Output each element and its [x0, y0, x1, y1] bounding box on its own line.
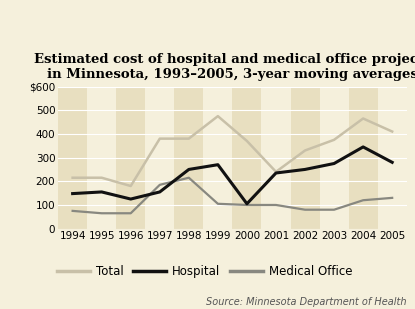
- Bar: [58, 87, 87, 229]
- Bar: [349, 87, 378, 229]
- Title: Estimated cost of hospital and medical office projects
in Minnesota, 1993–2005, : Estimated cost of hospital and medical o…: [34, 53, 415, 81]
- Bar: [203, 87, 232, 229]
- Bar: [232, 87, 261, 229]
- Bar: [116, 87, 145, 229]
- Bar: [87, 87, 116, 229]
- Bar: [290, 87, 320, 229]
- Bar: [174, 87, 203, 229]
- Bar: [378, 87, 407, 229]
- Legend: Total, Hospital, Medical Office: Total, Hospital, Medical Office: [52, 260, 357, 283]
- Text: Source: Minnesota Department of Health: Source: Minnesota Department of Health: [206, 298, 407, 307]
- Bar: [320, 87, 349, 229]
- Bar: [145, 87, 174, 229]
- Bar: [261, 87, 290, 229]
